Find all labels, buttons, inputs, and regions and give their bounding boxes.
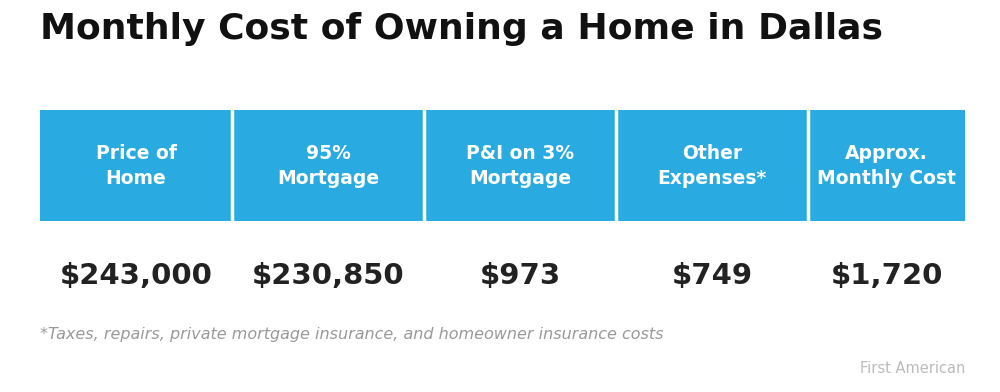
Text: Approx.
Monthly Cost: Approx. Monthly Cost (817, 143, 956, 188)
Text: $749: $749 (671, 262, 753, 290)
Text: Other
Expenses*: Other Expenses* (657, 143, 767, 188)
Text: $230,850: $230,850 (252, 262, 404, 290)
Text: *Taxes, repairs, private mortgage insurance, and homeowner insurance costs: *Taxes, repairs, private mortgage insura… (40, 327, 664, 342)
Text: Price of
Home: Price of Home (96, 143, 176, 188)
FancyBboxPatch shape (40, 110, 965, 221)
Text: $243,000: $243,000 (60, 262, 212, 290)
Text: 95%
Mortgage: 95% Mortgage (277, 143, 379, 188)
Text: $1,720: $1,720 (830, 262, 943, 290)
Text: First American: First American (860, 361, 965, 376)
Text: Monthly Cost of Owning a Home in Dallas: Monthly Cost of Owning a Home in Dallas (40, 12, 883, 46)
Text: $973: $973 (479, 262, 561, 290)
Text: P&I on 3%
Mortgage: P&I on 3% Mortgage (466, 143, 574, 188)
